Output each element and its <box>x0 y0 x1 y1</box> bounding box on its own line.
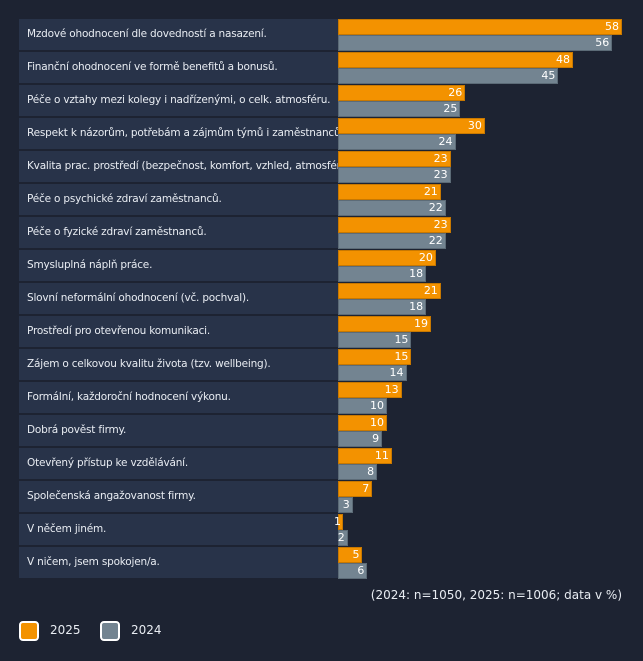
category-label: Péče o vztahy mezi kolegy i nadřízenými,… <box>19 85 338 116</box>
bar-2024 <box>338 464 378 480</box>
bar-2025 <box>338 349 412 365</box>
data-label-2024: 23 <box>433 168 448 181</box>
bar-2025 <box>338 547 363 563</box>
data-label-2025: 23 <box>433 152 448 165</box>
sample-note: (2024: n=1050, 2025: n=1006; data v %) <box>370 588 622 602</box>
bar-2025 <box>338 217 451 233</box>
bar-2025 <box>338 514 343 530</box>
category-label: Otevřený přístup ke vzdělávání. <box>19 448 338 479</box>
data-label-2024: 45 <box>541 69 556 82</box>
bar-2024 <box>338 431 383 447</box>
category-label: Respekt k názorům, potřebám a zájmům tým… <box>19 118 344 149</box>
bar-2024 <box>338 68 559 84</box>
bar-2024 <box>338 200 446 216</box>
bar-2024 <box>338 497 353 513</box>
category-label: Mzdové ohodnocení dle dovedností a nasaz… <box>19 19 338 50</box>
data-label-2024: 18 <box>409 300 424 313</box>
data-label-2024: 22 <box>428 234 443 247</box>
data-label-2024: 56 <box>595 36 610 49</box>
category-label: Formální, každoroční hodnocení výkonu. <box>19 382 338 413</box>
category-label: Slovní neformální ohodnocení (vč. pochva… <box>19 283 338 314</box>
legend-swatch-2025 <box>19 621 39 641</box>
data-label-2025: 23 <box>433 218 448 231</box>
data-label-2024: 25 <box>443 102 458 115</box>
category-label: Kvalita prac. prostředí (bezpečnost, kom… <box>19 151 354 182</box>
bar-2025 <box>338 481 373 497</box>
legend-swatch-2024 <box>100 621 120 641</box>
data-label-2025: 58 <box>605 20 619 33</box>
data-label-2024: 9 <box>372 432 380 445</box>
category-label: V něčem jiném. <box>19 514 338 545</box>
data-label-2024: 24 <box>438 135 453 148</box>
data-label-2025: 21 <box>423 185 438 198</box>
data-label-2025: 26 <box>448 86 463 99</box>
bar-2024 <box>338 35 613 51</box>
data-label-2025: 19 <box>414 317 429 330</box>
bar-2025 <box>338 250 436 266</box>
data-label-2025: 30 <box>467 119 482 132</box>
bar-2025 <box>338 52 574 68</box>
data-label-2024: 6 <box>357 564 365 577</box>
data-label-2025: 21 <box>423 284 438 297</box>
category-label: Zájem o celkovou kvalitu života (tzv. we… <box>19 349 338 380</box>
bar-2024 <box>338 101 461 117</box>
category-label: Prostředí pro otevřenou komunikaci. <box>19 316 338 347</box>
bar-2024 <box>338 233 446 249</box>
bar-2025 <box>338 283 441 299</box>
category-label: Dobrá pověst firmy. <box>19 415 338 446</box>
category-label: Finanční ohodnocení ve formě benefitů a … <box>19 52 338 83</box>
bar-2024 <box>338 299 427 315</box>
bar-2025 <box>338 382 402 398</box>
data-label-2024: 10 <box>369 399 384 412</box>
bar-2025 <box>338 19 622 35</box>
data-label-2024: 3 <box>342 498 350 511</box>
category-label: V ničem, jsem spokojen/a. <box>19 547 338 578</box>
bar-2024 <box>338 530 348 546</box>
bar-2025 <box>338 85 466 101</box>
bar-2025 <box>338 151 451 167</box>
bar-2025 <box>338 415 387 431</box>
data-label-2024: 15 <box>394 333 409 346</box>
data-label-2025: 1 <box>334 515 341 528</box>
legend-label-2025: 2025 <box>50 623 81 637</box>
bar-2024 <box>338 365 407 381</box>
data-label-2024: 14 <box>389 366 404 379</box>
bar-2024 <box>338 332 412 348</box>
category-label: Smysluplná náplň práce. <box>19 250 338 281</box>
bar-2025 <box>338 316 432 332</box>
category-label: Péče o psychické zdraví zaměstnanců. <box>19 184 338 215</box>
bar-2025 <box>338 448 392 464</box>
bar-2024 <box>338 134 456 150</box>
bar-2025 <box>338 184 441 200</box>
legend-label-2024: 2024 <box>131 623 162 637</box>
bar-2024 <box>338 398 387 414</box>
bar-2025 <box>338 118 485 134</box>
bar-2024 <box>338 563 368 579</box>
category-label: Péče o fyzické zdraví zaměstnanců. <box>19 217 338 248</box>
data-label-2025: 48 <box>556 53 571 66</box>
data-label-2025: 11 <box>374 449 389 462</box>
data-label-2025: 20 <box>418 251 433 264</box>
data-label-2025: 10 <box>369 416 384 429</box>
data-label-2025: 5 <box>352 548 360 561</box>
bar-2024 <box>338 167 451 183</box>
data-label-2024: 8 <box>367 465 375 478</box>
data-label-2024: 2 <box>337 531 345 544</box>
data-label-2024: 18 <box>409 267 424 280</box>
data-label-2025: 7 <box>362 482 370 495</box>
data-label-2025: 15 <box>394 350 409 363</box>
bar-2024 <box>338 266 427 282</box>
data-label-2024: 22 <box>428 201 443 214</box>
category-label: Společenská angažovanost firmy. <box>19 481 338 512</box>
data-label-2025: 13 <box>384 383 399 396</box>
